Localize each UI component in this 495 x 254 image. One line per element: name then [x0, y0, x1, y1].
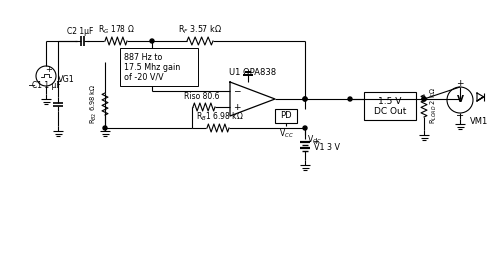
Text: PD: PD: [280, 112, 292, 120]
Text: C2 1µF: C2 1µF: [67, 27, 93, 36]
Bar: [120, 48, 198, 86]
Text: +: +: [456, 78, 464, 87]
Text: VG1: VG1: [58, 74, 75, 84]
Circle shape: [303, 126, 307, 130]
Text: U1 OPA838: U1 OPA838: [230, 68, 277, 77]
Bar: [364, 92, 416, 120]
Circle shape: [303, 97, 307, 101]
Text: +: +: [312, 136, 319, 146]
Text: C1 1 µF: C1 1 µF: [32, 81, 60, 90]
Text: 17.5 Mhz gain: 17.5 Mhz gain: [124, 63, 180, 72]
Circle shape: [422, 97, 426, 101]
Text: 1.5 V: 1.5 V: [378, 97, 401, 105]
Text: DC Out: DC Out: [374, 106, 406, 116]
Circle shape: [150, 39, 154, 43]
Text: +: +: [233, 103, 241, 112]
Text: −: −: [456, 111, 464, 121]
Circle shape: [303, 97, 307, 101]
Text: V$_{CC}$: V$_{CC}$: [307, 133, 322, 146]
Text: −: −: [233, 87, 241, 96]
Text: R$_B$1 6.98 kΩ: R$_B$1 6.98 kΩ: [196, 110, 244, 123]
Text: Riso 80.6: Riso 80.6: [184, 92, 220, 101]
Text: R$_F$ 3.57 kΩ: R$_F$ 3.57 kΩ: [178, 24, 222, 36]
Text: 887 Hz to: 887 Hz to: [124, 53, 162, 62]
Text: V: V: [456, 96, 463, 104]
Circle shape: [348, 97, 352, 101]
Text: R$_{LOAD}$ 2 kΩ: R$_{LOAD}$ 2 kΩ: [429, 88, 439, 124]
Circle shape: [103, 126, 107, 130]
Text: R$_{B2}$ 6.98 kΩ: R$_{B2}$ 6.98 kΩ: [89, 84, 99, 124]
Text: of -20 V/V: of -20 V/V: [124, 73, 164, 82]
Text: V$_{CC}$: V$_{CC}$: [279, 127, 294, 139]
Circle shape: [422, 97, 426, 101]
Bar: [275, 109, 297, 123]
Text: R$_G$ 178 Ω: R$_G$ 178 Ω: [98, 24, 134, 36]
Text: +: +: [46, 65, 52, 73]
Text: −: −: [28, 81, 36, 91]
Text: VM1: VM1: [470, 117, 488, 125]
Text: V1 3 V: V1 3 V: [314, 142, 340, 151]
